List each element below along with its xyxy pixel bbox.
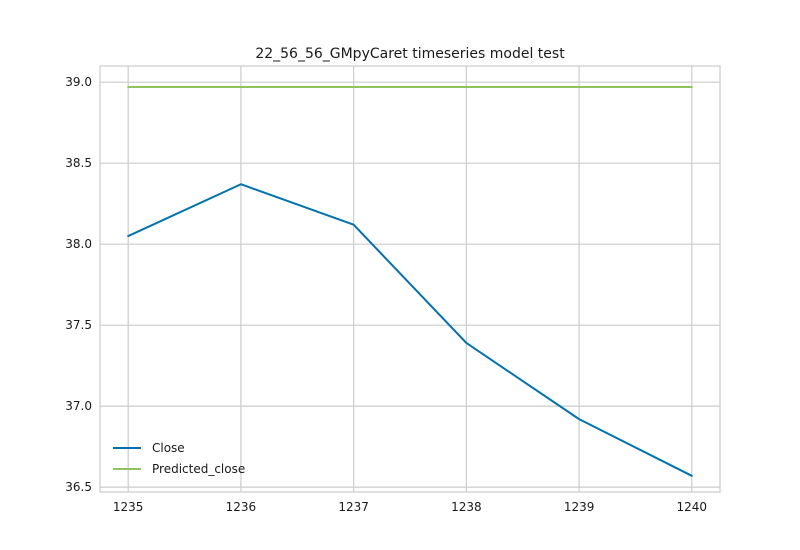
- x-tick-label: 1237: [338, 500, 369, 514]
- legend: Close Predicted_close: [113, 441, 245, 476]
- series-line-close: [127, 183, 693, 477]
- y-tick-label: 37.5: [65, 318, 92, 332]
- legend-label-close: Close: [152, 441, 185, 455]
- y-tick-label: 36.5: [65, 480, 92, 494]
- x-tick-label: 1235: [113, 500, 144, 514]
- chart-title: 22_56_56_GMpyCaret timeseries model test: [255, 46, 565, 62]
- y-tick-label: 38.0: [65, 237, 92, 251]
- x-tick-label: 1238: [451, 500, 482, 514]
- y-tick-label: 39.0: [65, 75, 92, 89]
- plot-frame: [99, 65, 721, 493]
- x-tick-label: 1240: [677, 500, 708, 514]
- x-tick-label: 1236: [226, 500, 257, 514]
- x-tick-label: 1239: [564, 500, 595, 514]
- y-tick-label: 37.0: [65, 399, 92, 413]
- legend-label-predicted-close: Predicted_close: [152, 462, 245, 476]
- plot-area: [100, 66, 720, 492]
- y-tick-label: 38.5: [65, 156, 92, 170]
